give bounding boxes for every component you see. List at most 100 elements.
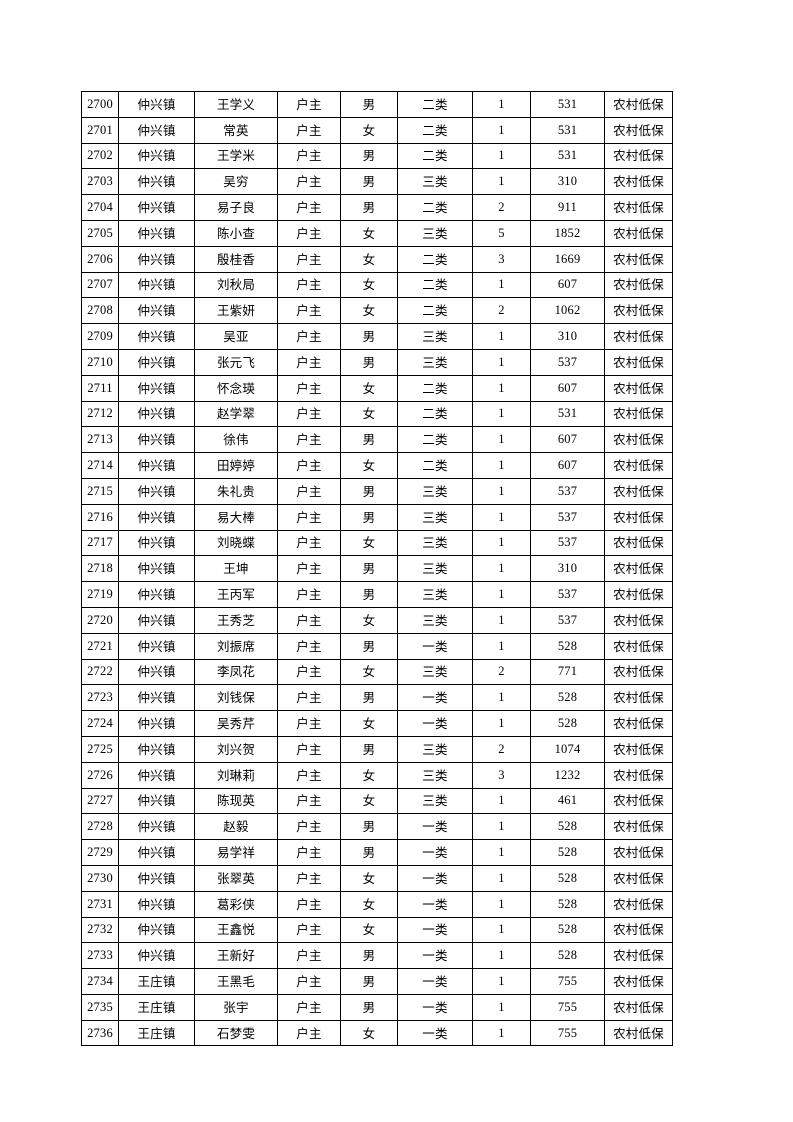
cell-category: 三类	[397, 219, 473, 247]
cell-town: 仲兴镇	[118, 297, 195, 325]
cell-category: 三类	[397, 658, 473, 686]
table-row: 2708 仲兴镇 王紫妍 户主女二类 2 1062 农村低保	[81, 297, 673, 325]
cell-count: 2	[472, 297, 531, 325]
cell-relation: 户主	[277, 735, 341, 763]
cell-town: 仲兴镇	[118, 735, 195, 763]
cell-count: 1	[472, 710, 531, 737]
cell-name: 王鑫悦	[194, 916, 278, 944]
cell-count: 2	[472, 735, 531, 763]
cell-amount: 1669	[530, 245, 605, 273]
cell-type: 农村低保	[604, 942, 673, 970]
cell-type: 农村低保	[604, 194, 673, 221]
cell-amount: 528	[530, 710, 605, 737]
cell-id: 2710	[81, 348, 119, 376]
cell-amount: 755	[530, 993, 605, 1021]
cell-id: 2705	[81, 219, 119, 247]
cell-amount: 1852	[530, 219, 605, 247]
cell-name: 葛彩侠	[194, 890, 278, 918]
table-row: 2733 仲兴镇 王新好 户主男一类 1 528 农村低保	[81, 942, 673, 970]
cell-type: 农村低保	[604, 168, 673, 196]
cell-town: 仲兴镇	[118, 581, 195, 608]
cell-type: 农村低保	[604, 968, 673, 995]
cell-name: 田婷婷	[194, 452, 278, 479]
cell-category: 一类	[397, 684, 473, 712]
cell-town: 仲兴镇	[118, 91, 195, 118]
cell-gender: 男	[340, 477, 398, 505]
cell-relation: 户主	[277, 684, 341, 712]
cell-relation: 户主	[277, 581, 341, 608]
cell-town: 仲兴镇	[118, 787, 195, 815]
cell-category: 三类	[397, 503, 473, 531]
cell-type: 农村低保	[604, 606, 673, 634]
cell-amount: 537	[530, 503, 605, 531]
cell-amount: 531	[530, 142, 605, 170]
cell-relation: 户主	[277, 426, 341, 454]
table-row: 2722 仲兴镇 李凤花 户主女三类 2 771 农村低保	[81, 658, 673, 686]
cell-type: 农村低保	[604, 993, 673, 1021]
cell-relation: 户主	[277, 942, 341, 970]
table-row: 2709 仲兴镇 吴亚 户主男三类 1 310 农村低保	[81, 323, 673, 350]
cell-type: 农村低保	[604, 787, 673, 815]
cell-gender: 女	[340, 761, 398, 789]
cell-town: 仲兴镇	[118, 374, 195, 402]
cell-name: 易大棒	[194, 503, 278, 531]
cell-type: 农村低保	[604, 374, 673, 402]
cell-id: 2714	[81, 452, 119, 479]
cell-id: 2733	[81, 942, 119, 970]
cell-count: 1	[472, 116, 531, 144]
cell-category: 一类	[397, 813, 473, 841]
cell-category: 二类	[397, 116, 473, 144]
cell-name: 王新好	[194, 942, 278, 970]
cell-gender: 女	[340, 658, 398, 686]
cell-name: 刘振席	[194, 632, 278, 660]
cell-gender: 女	[340, 116, 398, 144]
cell-gender: 男	[340, 426, 398, 454]
cell-count: 1	[472, 348, 531, 376]
table-row: 2712 仲兴镇 赵学翠 户主女二类 1 531 农村低保	[81, 400, 673, 428]
cell-relation: 户主	[277, 374, 341, 402]
cell-type: 农村低保	[604, 632, 673, 660]
cell-category: 三类	[397, 529, 473, 557]
cell-name: 陈小查	[194, 219, 278, 247]
cell-gender: 男	[340, 91, 398, 118]
cell-relation: 户主	[277, 400, 341, 428]
table-row: 2735 王庄镇 张宇 户主男一类 1 755 农村低保	[81, 993, 673, 1021]
cell-town: 仲兴镇	[118, 710, 195, 737]
table-row: 2704 仲兴镇 易子良 户主男二类 2 911 农村低保	[81, 194, 673, 221]
cell-gender: 男	[340, 632, 398, 660]
cell-relation: 户主	[277, 477, 341, 505]
table-row: 2728 仲兴镇 赵毅 户主男一类 1 528 农村低保	[81, 813, 673, 841]
cell-town: 仲兴镇	[118, 271, 195, 299]
cell-town: 仲兴镇	[118, 761, 195, 789]
cell-relation: 户主	[277, 297, 341, 325]
cell-amount: 531	[530, 91, 605, 118]
cell-category: 三类	[397, 323, 473, 350]
cell-amount: 607	[530, 452, 605, 479]
cell-count: 1	[472, 632, 531, 660]
cell-town: 仲兴镇	[118, 632, 195, 660]
cell-id: 2725	[81, 735, 119, 763]
cell-count: 1	[472, 890, 531, 918]
cell-category: 一类	[397, 942, 473, 970]
cell-amount: 310	[530, 168, 605, 196]
cell-category: 二类	[397, 91, 473, 118]
cell-amount: 528	[530, 942, 605, 970]
cell-name: 王秀芝	[194, 606, 278, 634]
cell-relation: 户主	[277, 968, 341, 995]
cell-type: 农村低保	[604, 890, 673, 918]
cell-category: 三类	[397, 761, 473, 789]
cell-town: 仲兴镇	[118, 348, 195, 376]
cell-name: 易子良	[194, 194, 278, 221]
cell-town: 仲兴镇	[118, 864, 195, 892]
cell-count: 1	[472, 452, 531, 479]
cell-id: 2715	[81, 477, 119, 505]
cell-relation: 户主	[277, 348, 341, 376]
cell-name: 吴穷	[194, 168, 278, 196]
table-row: 2718 仲兴镇 王坤 户主男三类 1 310 农村低保	[81, 555, 673, 583]
cell-category: 二类	[397, 142, 473, 170]
cell-amount: 1074	[530, 735, 605, 763]
cell-type: 农村低保	[604, 297, 673, 325]
cell-relation: 户主	[277, 271, 341, 299]
cell-count: 1	[472, 91, 531, 118]
